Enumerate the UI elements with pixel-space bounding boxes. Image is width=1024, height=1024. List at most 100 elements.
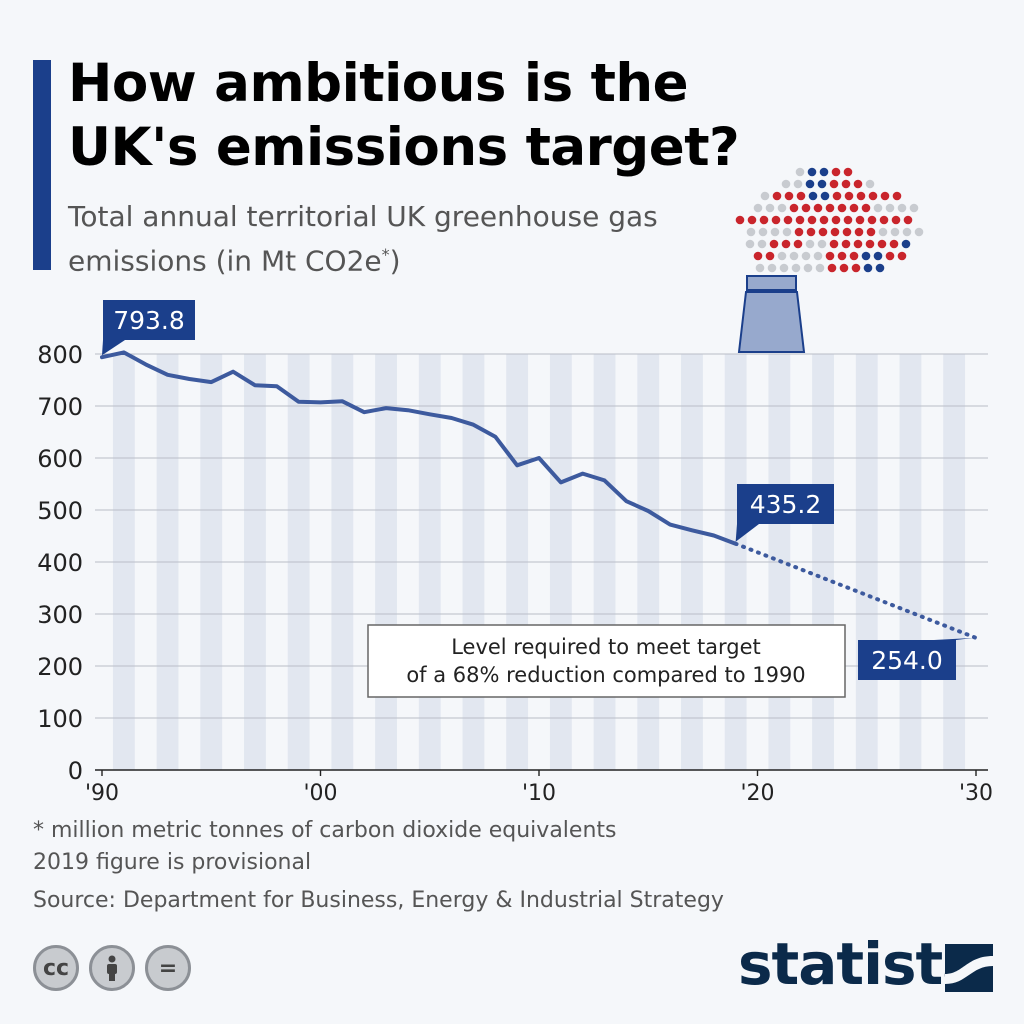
gridlines: [95, 353, 988, 771]
map-dot: [892, 191, 902, 201]
projection-line: [733, 541, 978, 640]
map-dot: [765, 203, 775, 213]
y-tick-label: 800: [37, 341, 83, 369]
map-dot: [861, 203, 871, 213]
map-dot: [851, 263, 861, 273]
map-dot: [767, 263, 777, 273]
map-dot: [853, 179, 863, 189]
subtitle-close: ): [389, 244, 401, 278]
data-label-tail: [735, 524, 759, 542]
data-labels: 793.8 435.2 254.0: [102, 300, 974, 680]
map-dot: [784, 191, 794, 201]
y-tick-label: 600: [37, 445, 83, 473]
map-dot: [765, 251, 775, 261]
annotation-line-2: of a 68% reduction compared to 1990: [406, 663, 805, 687]
map-dot: [890, 227, 900, 237]
map-dot: [746, 227, 756, 237]
statista-logo[interactable]: statista: [738, 930, 981, 998]
map-dot: [832, 191, 842, 201]
subtitle-text: Total annual territorial UK greenhouse g…: [68, 200, 658, 278]
map-dot: [897, 203, 907, 213]
map-dot: [735, 215, 745, 225]
chimney-icon: [737, 291, 806, 353]
map-dot: [853, 239, 863, 249]
map-dot: [815, 263, 825, 273]
map-dot: [783, 215, 793, 225]
series-lines: [100, 350, 978, 640]
map-dot: [803, 263, 813, 273]
map-dot: [865, 239, 875, 249]
map-dot: [813, 203, 823, 213]
map-dot: [808, 191, 818, 201]
data-label-box: [737, 484, 834, 524]
target-annotation: Level required to meet target of a 68% r…: [367, 624, 846, 698]
map-dot: [818, 227, 828, 237]
map-dot: [829, 179, 839, 189]
map-dot: [885, 251, 895, 261]
map-dot: [791, 263, 801, 273]
x-tick-label: '00: [303, 781, 337, 806]
map-dot: [781, 179, 791, 189]
cc-icon[interactable]: cc: [33, 945, 79, 991]
map-dot: [842, 227, 852, 237]
map-dot: [829, 239, 839, 249]
equals-icon[interactable]: =: [145, 945, 191, 991]
map-dot: [854, 227, 864, 237]
chart-subtitle: Total annual territorial UK greenhouse g…: [68, 198, 708, 280]
annotation-line-1: Level required to meet target: [451, 635, 761, 659]
data-label: 435.2: [735, 484, 834, 542]
y-tick-label: 100: [37, 705, 83, 733]
map-dot: [865, 179, 875, 189]
footnote-unit: * million metric tonnes of carbon dioxid…: [33, 818, 617, 843]
y-tick-label: 700: [37, 393, 83, 421]
map-dot: [777, 203, 787, 213]
emissions-line: [100, 350, 738, 546]
y-tick-label: 200: [37, 653, 83, 681]
map-dot: [873, 203, 883, 213]
data-label-tail: [934, 637, 974, 640]
map-dot: [801, 203, 811, 213]
map-dot: [849, 203, 859, 213]
map-dot: [827, 263, 837, 273]
map-dot: [781, 239, 791, 249]
map-dot: [914, 227, 924, 237]
map-dot: [873, 251, 883, 261]
source-text: Source: Department for Business, Energy …: [33, 888, 724, 913]
map-dot: [819, 167, 829, 177]
map-dot: [806, 227, 816, 237]
map-dot: [772, 191, 782, 201]
data-label: 254.0: [858, 637, 974, 680]
map-dot: [779, 263, 789, 273]
map-dot: [903, 215, 913, 225]
map-dot: [770, 227, 780, 237]
map-dot: [769, 239, 779, 249]
map-dot: [825, 251, 835, 261]
annotation-box: [367, 624, 846, 698]
map-dot: [819, 215, 829, 225]
map-dot: [885, 203, 895, 213]
map-dot: [839, 263, 849, 273]
subtitle-asterisk: *: [381, 245, 390, 264]
map-dot: [837, 203, 847, 213]
uk-flag-dot-map: [735, 167, 924, 273]
y-tick-label: 400: [37, 549, 83, 577]
map-dot: [841, 179, 851, 189]
map-dot: [796, 191, 806, 201]
person-icon[interactable]: [89, 945, 135, 991]
map-dot: [863, 263, 873, 273]
map-dot: [849, 251, 859, 261]
map-dot: [868, 191, 878, 201]
x-axis: '90 '00 '10 '20 '30: [85, 770, 993, 806]
y-axis: 0 100 200 300 400 500 600 700 800: [37, 341, 83, 785]
data-label-box: [858, 640, 956, 680]
map-dot: [771, 215, 781, 225]
data-label-tail: [102, 340, 125, 356]
map-dot: [820, 191, 830, 201]
y-tick-label: 500: [37, 497, 83, 525]
map-dot: [867, 215, 877, 225]
uk-chimney-illustration: [735, 167, 924, 353]
map-dot: [831, 167, 841, 177]
map-dot: [755, 263, 765, 273]
map-dot: [789, 203, 799, 213]
